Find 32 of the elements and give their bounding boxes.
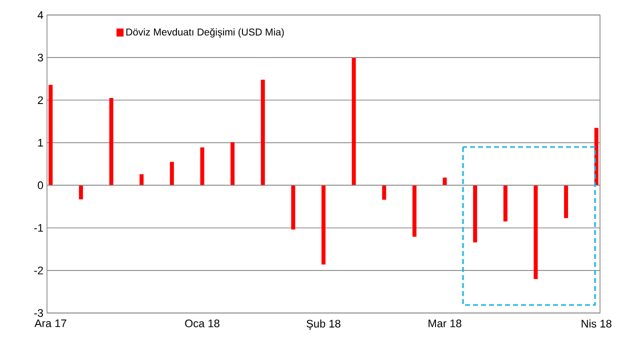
x-tick-label: Mar 18 xyxy=(428,320,462,328)
legend-label: Döviz Mevduatı Değişimi (USD Mia) xyxy=(126,28,284,38)
bar xyxy=(170,162,174,186)
y-tick-label: 3 xyxy=(38,54,43,62)
bar xyxy=(352,58,356,186)
bar xyxy=(412,185,416,237)
y-tick-label: 2 xyxy=(38,96,43,104)
bar xyxy=(109,98,114,186)
bar xyxy=(230,142,235,186)
bar xyxy=(473,185,478,242)
bar xyxy=(260,80,265,186)
x-tick-label: Şub 18 xyxy=(306,320,340,330)
y-tick-label: -3 xyxy=(34,309,43,317)
y-tick-label: -1 xyxy=(34,224,43,232)
bar xyxy=(140,174,144,186)
bar xyxy=(291,185,296,230)
bar xyxy=(78,185,83,200)
y-tick-label: 0 xyxy=(38,181,44,190)
bar xyxy=(534,185,538,279)
bar xyxy=(48,84,53,186)
x-tick-label: Oca 18 xyxy=(185,320,220,328)
bar xyxy=(503,185,508,222)
bar xyxy=(382,185,386,200)
x-tick-label: Nis 18 xyxy=(582,320,612,328)
bar xyxy=(322,185,326,264)
x-tick-label: Ara 17 xyxy=(34,320,66,328)
y-tick-label: 4 xyxy=(38,11,44,19)
y-tick-label: -2 xyxy=(34,266,43,274)
bar xyxy=(442,178,447,186)
bar xyxy=(200,147,204,186)
y-tick-label: 1 xyxy=(38,138,43,146)
bar xyxy=(564,185,568,218)
